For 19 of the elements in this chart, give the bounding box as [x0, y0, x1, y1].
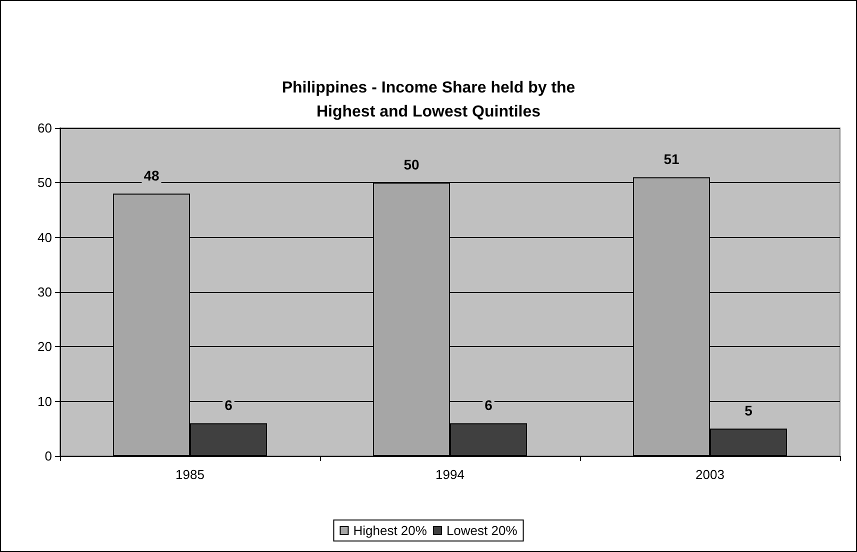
y-tick-label: 40: [38, 230, 52, 245]
y-tick-label: 50: [38, 175, 52, 190]
y-tick-label: 20: [38, 339, 52, 354]
data-label: 6: [224, 397, 233, 414]
y-tick-label: 0: [44, 448, 52, 464]
data-label: 51: [664, 151, 680, 168]
data-label: 6: [484, 397, 493, 414]
data-label: 50: [404, 156, 420, 173]
chart-title: Philippines - Income Share held by the Highest and Lowest Quintiles: [282, 80, 576, 120]
y-tick-label: 10: [38, 394, 52, 409]
y-tick-label: 30: [38, 284, 52, 300]
legend-label: Highest 20%: [353, 523, 428, 538]
x-tick-label: 1994: [436, 467, 464, 482]
legend-label: Lowest 20%: [446, 523, 518, 538]
data-label: 48: [144, 168, 160, 184]
y-tick-label: 60: [38, 120, 52, 136]
x-tick-label: 1985: [176, 467, 204, 482]
x-tick-label: 2003: [696, 467, 724, 482]
data-label: 5: [744, 402, 753, 419]
